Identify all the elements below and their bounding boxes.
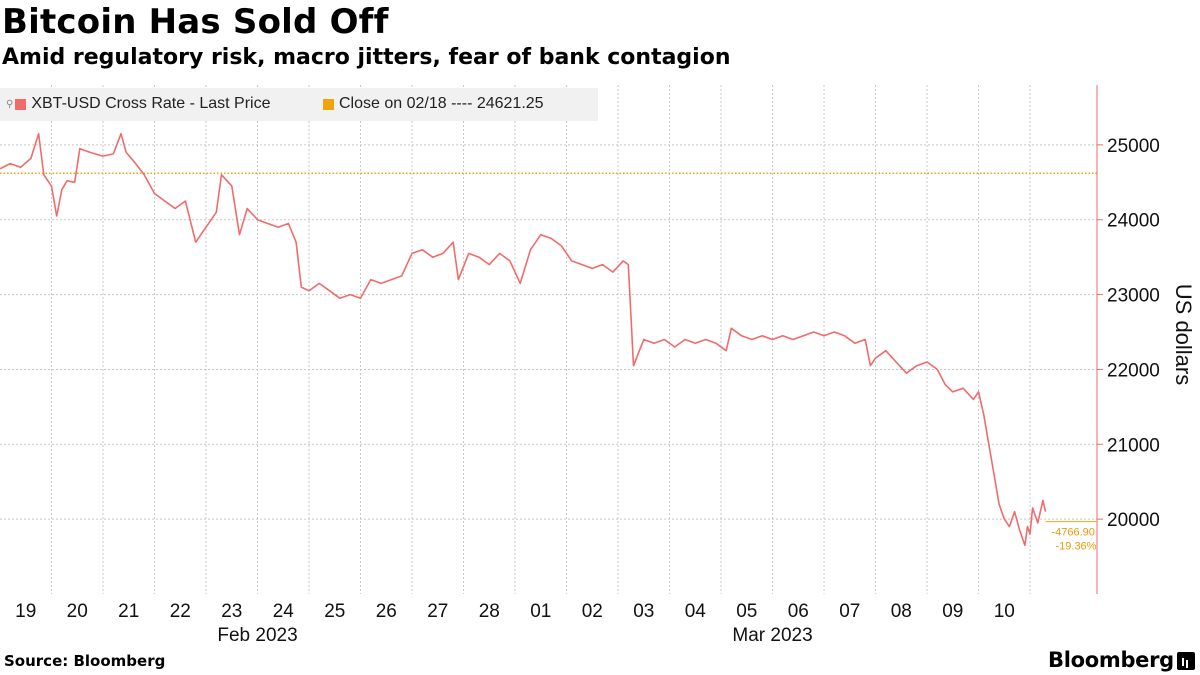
series-line-xbt-usd: [0, 132, 1047, 547]
legend: ⚲ XBT-USD Cross Rate - Last Price Close …: [0, 88, 598, 121]
x-tick-label: 02: [582, 601, 603, 622]
bloomberg-chart-icon: [1177, 652, 1195, 670]
change-percent-label: -19.36%: [1055, 541, 1096, 553]
x-tick-label: 27: [427, 601, 448, 622]
y-tick-label: 20000: [1107, 510, 1160, 531]
x-tick-label: 07: [839, 601, 860, 622]
legend-item-series: ⚲ XBT-USD Cross Rate - Last Price: [6, 95, 271, 113]
x-month-label: Mar 2023: [732, 625, 812, 646]
y-tick-label: 24000: [1107, 211, 1160, 232]
x-tick-label: 21: [118, 601, 139, 622]
x-tick-label: 01: [530, 601, 551, 622]
x-tick-label: 20: [67, 601, 88, 622]
legend-swatch-close: [323, 98, 334, 110]
legend-item-close: Close on 02/18 ---- 24621.25: [323, 95, 544, 113]
y-tick-label: 21000: [1107, 435, 1160, 456]
chart-subtitle: Amid regulatory risk, macro jitters, fea…: [2, 45, 731, 70]
series-layer: [0, 132, 1047, 547]
change-value-label: -4766.90: [1051, 527, 1094, 539]
annotations: -4766.90 -19.36%: [1045, 521, 1097, 553]
x-month-label: Feb 2023: [217, 625, 297, 646]
x-tick-label: 05: [736, 601, 757, 622]
y-axis-title: US dollars: [1171, 284, 1196, 385]
pin-icon: ⚲: [6, 98, 14, 110]
x-tick-label: 04: [685, 601, 707, 622]
y-tick-label: 25000: [1107, 136, 1160, 157]
x-tick-label: 03: [633, 601, 654, 622]
source-note: Source: Bloomberg: [4, 652, 166, 670]
grid: [0, 85, 1097, 594]
x-tick-label: 26: [376, 601, 397, 622]
x-tick-label: 08: [891, 601, 912, 622]
x-tick-label: 10: [994, 601, 1015, 622]
legend-label-close: Close on 02/18 ---- 24621.25: [339, 95, 544, 112]
x-tick-label: 24: [273, 601, 295, 622]
chart-title: Bitcoin Has Sold Off: [2, 2, 389, 42]
x-tick-label: 09: [942, 601, 963, 622]
x-tick-label: 06: [788, 601, 809, 622]
x-tick-label: 25: [324, 601, 345, 622]
x-tick-label: 22: [170, 601, 191, 622]
axes: 19 20 21 22 23 24 25 26 27 28 01 02 03 04 05 06 07 08 09 10…: [15, 85, 1196, 646]
y-tick-label: 23000: [1107, 286, 1160, 307]
x-tick-label: 23: [221, 601, 242, 622]
legend-swatch-series: [15, 98, 27, 110]
legend-label-series: XBT-USD Cross Rate - Last Price: [31, 95, 271, 112]
y-tick-label: 22000: [1107, 360, 1160, 381]
brand-logo: Bloomberg: [1048, 648, 1174, 672]
x-tick-label: 28: [479, 601, 500, 622]
x-tick-label: 19: [15, 601, 36, 622]
